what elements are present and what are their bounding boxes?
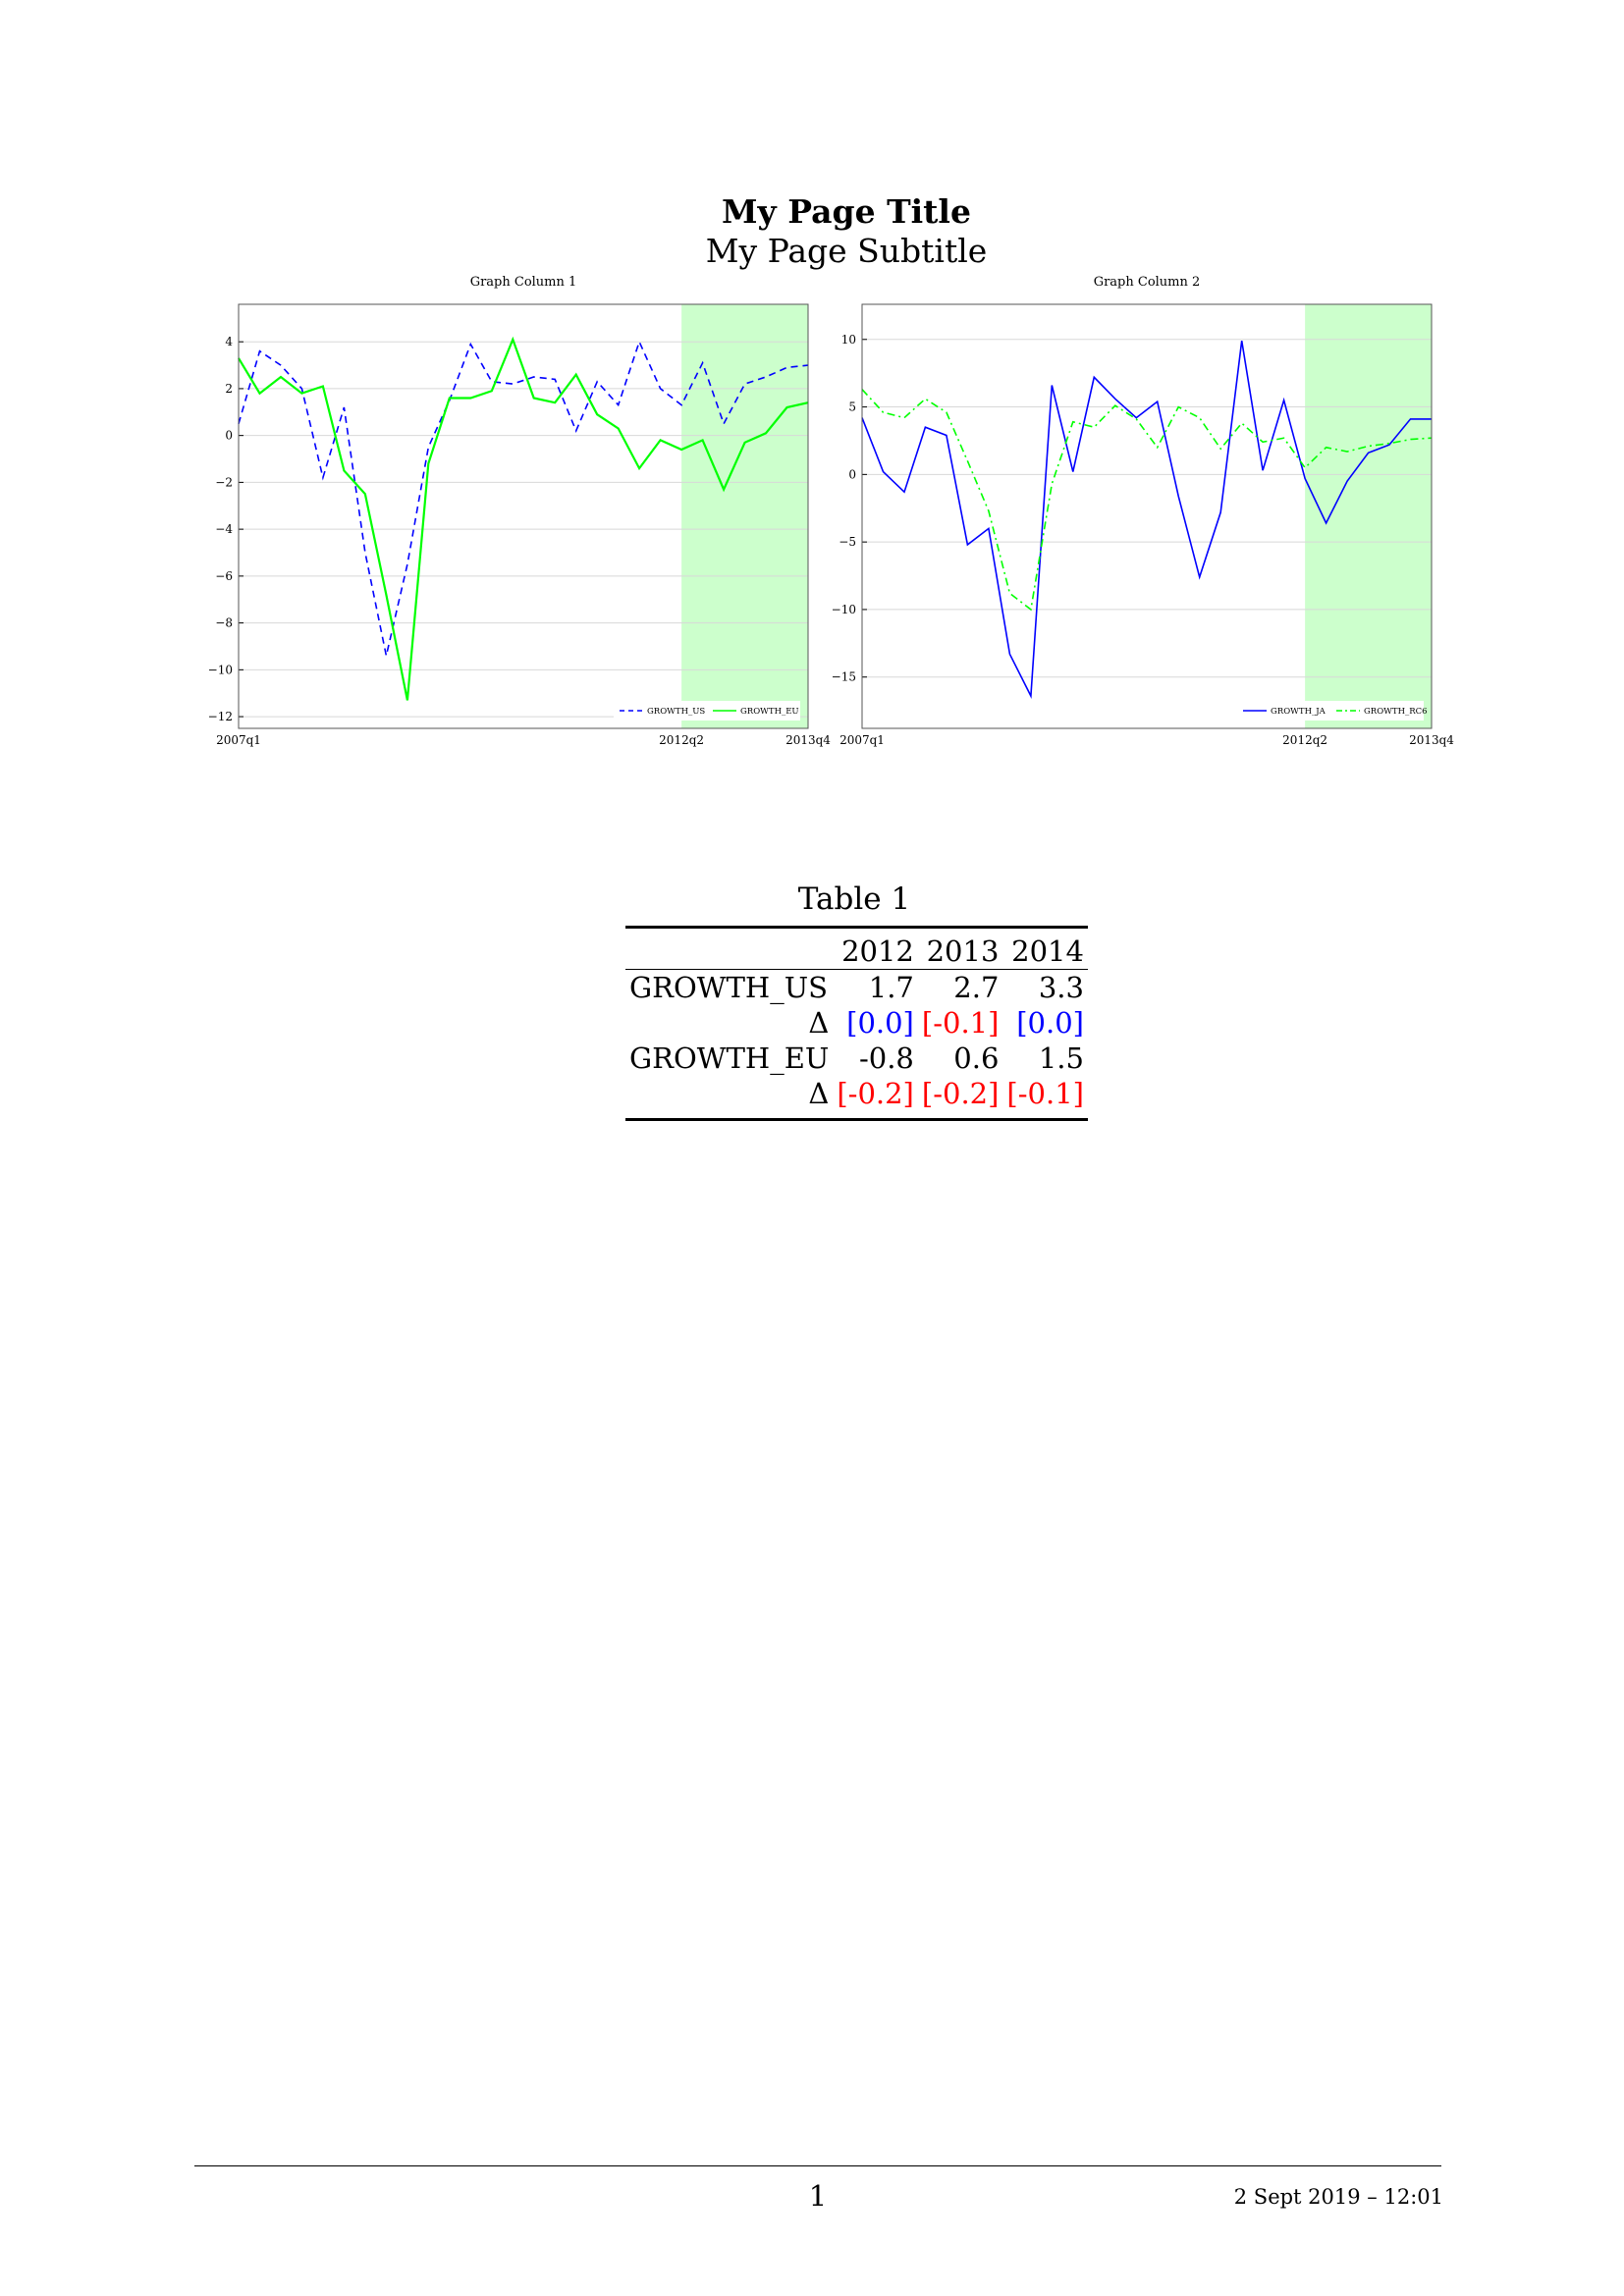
data-table: 2012 2013 2014 GROWTH_US 1.7 2.7 3.3 Δ [… xyxy=(625,926,1088,1121)
row-label: GROWTH_US xyxy=(629,971,829,1004)
legend-label: GROWTH_US xyxy=(647,707,705,717)
delta-cell: [-0.1] xyxy=(1006,1077,1084,1110)
x-tick-label: 2007q1 xyxy=(839,733,885,747)
table-delta-row: Δ [0.0] [-0.1] [0.0] xyxy=(625,1005,1088,1041)
legend-box xyxy=(1237,701,1424,721)
y-tick-label: 10 xyxy=(841,333,856,347)
chart-1-title: Graph Column 1 xyxy=(469,275,577,290)
x-tick-label: 2012q2 xyxy=(1282,733,1327,747)
delta-cell: [0.0] xyxy=(1016,1006,1084,1040)
delta-cell: [-0.2] xyxy=(837,1077,914,1110)
series-line-growth-ja xyxy=(861,340,1432,699)
y-tick-label: −12 xyxy=(208,710,233,723)
y-tick-label: −8 xyxy=(215,616,233,630)
table-cell: 3.3 xyxy=(1038,971,1084,1004)
series-line-growth-us xyxy=(238,340,809,657)
legend-label: GROWTH_JA xyxy=(1271,707,1326,717)
page-number: 1 xyxy=(808,2179,828,2213)
table-cell: 1.7 xyxy=(868,971,914,1004)
page-subtitle: My Page Subtitle xyxy=(705,232,988,270)
footer-date: 2 Sept 2019 – 12:01 xyxy=(1233,2185,1443,2209)
series-line-growth-rc6 xyxy=(861,389,1433,612)
table-header-blank xyxy=(625,927,834,970)
table-cell: -0.8 xyxy=(858,1041,914,1075)
plot-frame xyxy=(861,303,1433,729)
table-delta-row: Δ [-0.2] [-0.2] [-0.1] xyxy=(625,1076,1088,1120)
legend-box xyxy=(614,701,800,721)
y-tick-label: −6 xyxy=(215,569,233,583)
y-tick-label: 4 xyxy=(225,335,233,348)
x-tick-label: 2012q2 xyxy=(659,733,704,747)
table-header-cell: 2012 xyxy=(833,927,918,970)
chart-2-title: Graph Column 2 xyxy=(1093,275,1201,290)
table-row: GROWTH_US 1.7 2.7 3.3 xyxy=(625,970,1088,1006)
shaded-region xyxy=(1305,304,1432,728)
shaded-region xyxy=(681,304,808,728)
y-tick-label: −10 xyxy=(832,603,856,616)
series-line-growth-eu xyxy=(238,336,809,701)
y-tick-label: −5 xyxy=(839,535,856,549)
y-tick-label: −10 xyxy=(208,663,233,676)
footer-rule xyxy=(194,2165,1441,2166)
y-tick-label: 0 xyxy=(848,467,856,481)
table-cell: 0.6 xyxy=(953,1041,1000,1075)
x-tick-label: 2007q1 xyxy=(216,733,261,747)
chart-1: 4 2 0 −2 −4 −6 −8 −10 −12 2007q1 2012q2 2013q4 GROWT… xyxy=(208,303,831,747)
delta-cell: [0.0] xyxy=(846,1006,914,1040)
table-cell: 2.7 xyxy=(953,971,1000,1004)
table-caption: Table 1 xyxy=(797,881,911,917)
table-row: GROWTH_EU -0.8 0.6 1.5 xyxy=(625,1041,1088,1076)
y-tick-label: −15 xyxy=(832,670,856,684)
page-title: My Page Title xyxy=(722,192,971,231)
delta-cell: [-0.1] xyxy=(921,1006,1000,1040)
y-tick-label: 2 xyxy=(225,382,233,396)
y-tick-label: −4 xyxy=(215,522,233,536)
y-tick-label: −2 xyxy=(215,475,233,489)
x-tick-label: 2013q4 xyxy=(1409,733,1454,747)
y-tick-label: 5 xyxy=(848,400,856,414)
delta-cell: [-0.2] xyxy=(921,1077,1000,1110)
x-tick-label: 2013q4 xyxy=(785,733,831,747)
legend-label: GROWTH_RC6 xyxy=(1364,707,1428,717)
table-cell: 1.5 xyxy=(1038,1041,1084,1075)
table-header-row: 2012 2013 2014 xyxy=(625,927,1088,970)
chart-2: 10 5 0 −5 −10 −15 2007q1 2012q2 2013q4 GROWTH_JA G… xyxy=(832,303,1454,747)
legend-label: GROWTH_EU xyxy=(740,707,799,717)
delta-label: Δ xyxy=(808,1006,830,1040)
plot-frame xyxy=(238,303,809,729)
table-header-cell: 2013 xyxy=(917,927,1003,970)
row-label: GROWTH_EU xyxy=(629,1041,830,1075)
table-header-cell: 2014 xyxy=(1002,927,1088,970)
delta-label: Δ xyxy=(808,1077,830,1110)
y-tick-label: 0 xyxy=(225,429,233,443)
